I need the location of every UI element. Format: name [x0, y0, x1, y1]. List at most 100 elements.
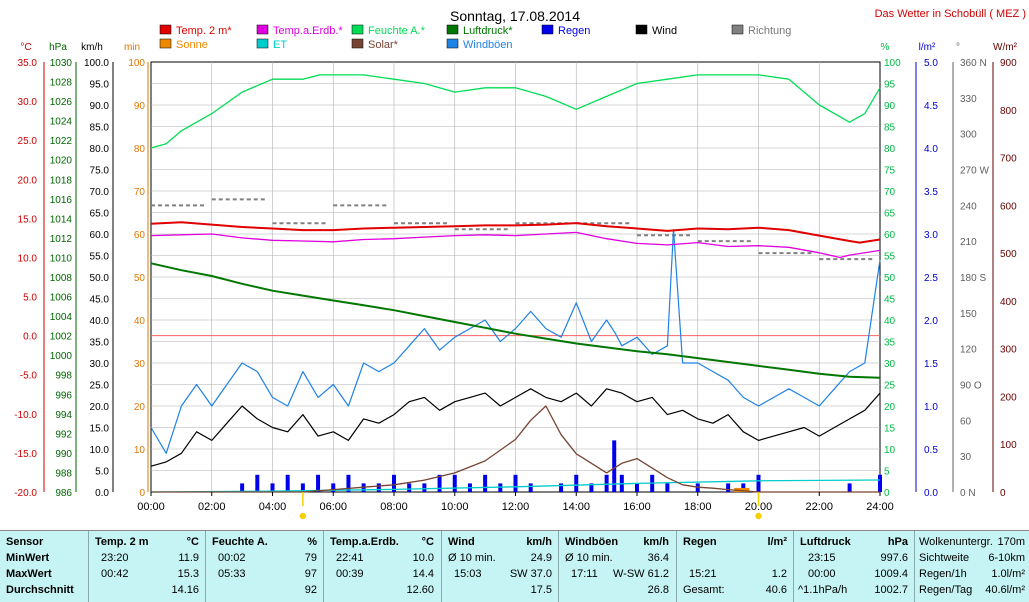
- axis-tick-label: 180 S: [960, 273, 986, 284]
- axis-tick-label: 5.0: [95, 467, 109, 478]
- x-axis-ticks: 00:00 02:00 04:00 06:00 08:00 10:00 12:00 14:00…: [137, 492, 894, 520]
- sensor-header: Sensor: [6, 536, 44, 548]
- legend-swatch: [541, 24, 554, 35]
- x-tick-label: 08:00: [380, 501, 408, 513]
- rain-bar: [300, 483, 305, 492]
- rain-bar: [665, 483, 670, 492]
- legend-swatch: [635, 24, 648, 35]
- axis-tick-label: 986: [55, 488, 72, 499]
- axis-tick-label: 5.0: [23, 293, 37, 304]
- stats-sensor-column: Sensor MinWert MaxWert Durchschnitt: [0, 531, 88, 602]
- axis-tick-label: 994: [55, 410, 72, 421]
- axis-unit-label: °C: [20, 42, 31, 53]
- axis-tick-label: 200: [1000, 392, 1017, 403]
- axis-tick-label: 95.0: [90, 80, 110, 91]
- axis-tick-label: 996: [55, 390, 72, 401]
- axis-tick-label: 55: [884, 252, 896, 263]
- axis-tick-label: 500: [1000, 249, 1017, 260]
- rain-bar: [756, 474, 761, 492]
- humidity-avg: 92: [304, 584, 317, 596]
- tempground-unit: °C: [421, 536, 434, 548]
- pressure-unit: hPa: [887, 536, 908, 548]
- axis-tick-label: 50.0: [90, 273, 110, 284]
- pressure-title: Luftdruck: [800, 536, 851, 548]
- axis-tick-label: 0: [1000, 488, 1006, 499]
- x-tick-label: 20:00: [745, 501, 773, 513]
- axis-tick-label: 1006: [50, 293, 73, 304]
- axis-tick-label: 90.0: [90, 101, 110, 112]
- legend-label: Solar*: [368, 39, 399, 51]
- temp2m-avg: 14.16: [171, 584, 199, 596]
- axis-tick-label: 1024: [50, 117, 73, 128]
- axis-tick-label: 30.0: [90, 359, 110, 370]
- axis-tick-label: -10.0: [14, 410, 37, 421]
- axis-tick-label: 60: [134, 230, 146, 241]
- axis-tick-label: 30: [884, 359, 896, 370]
- axis-unit-label: W/m²: [993, 42, 1018, 53]
- axis-tick-label: 75.0: [90, 166, 110, 177]
- axis-tick-label: 20: [134, 402, 146, 413]
- rain-bar: [346, 474, 351, 492]
- x-tick-label: 22:00: [805, 501, 833, 513]
- axis-tick-label: 1020: [50, 156, 73, 167]
- wind-max-time: 15:03: [454, 568, 482, 580]
- axis-tick-label: 800: [1000, 106, 1017, 117]
- axis-tick-label: 5: [884, 467, 890, 478]
- axis-tick-label: 90: [884, 101, 896, 112]
- legend-label: Temp.a.Erdb.*: [273, 25, 343, 37]
- axis-tick-label: 1018: [50, 175, 73, 186]
- pressure-avg-label: ^1.1hPa/h: [798, 584, 848, 596]
- axis-tick-label: 95: [884, 80, 896, 91]
- axis-tick-label: 1030: [50, 58, 73, 69]
- axis-tick-label: 15: [884, 424, 896, 435]
- legend-label: Windböen: [463, 39, 513, 51]
- axis-tick-label: 85: [884, 123, 896, 134]
- x-tick-label: 02:00: [198, 501, 226, 513]
- axis-tick-label: 80: [134, 144, 146, 155]
- temp2m-min: 11.9: [178, 552, 199, 564]
- sunrise-marker: [299, 512, 307, 520]
- rain-total: 40.6: [765, 584, 787, 596]
- axis-tick-label: 40.0: [90, 316, 110, 327]
- axis-tick-label: 1022: [50, 136, 73, 147]
- x-tick-label: 04:00: [259, 501, 287, 513]
- axis-tick-label: 0.0: [95, 488, 109, 499]
- axis-tick-label: 85.0: [90, 123, 110, 134]
- x-tick-label: 06:00: [319, 501, 347, 513]
- gusts-unit: km/h: [643, 536, 669, 548]
- gusts-min: 36.4: [647, 552, 669, 564]
- axis-unit-label: min: [124, 42, 140, 53]
- stats-gusts-column: Windböen km/h Ø 10 min. 36.4 17:11 W-SW 61.…: [559, 531, 675, 602]
- gusts-title: Windböen: [565, 536, 619, 548]
- axis-tick-label: 75: [884, 166, 896, 177]
- axis-tick-label: 988: [55, 468, 72, 479]
- axis-tick-label: 15.0: [18, 214, 38, 225]
- axis-tick-label: 1014: [50, 214, 73, 225]
- axis-tick-label: 100.0: [84, 58, 109, 69]
- rain-title: Regen: [683, 536, 717, 548]
- axis-tick-label: 100: [884, 58, 901, 69]
- row-label-min: MinWert: [6, 552, 50, 564]
- axis-tick-label: 3.5: [924, 187, 938, 198]
- pressure-min: 997.6: [880, 552, 908, 564]
- axis-tick-label: 30: [134, 359, 146, 370]
- legend-label: Richtung: [748, 25, 791, 37]
- legend-swatch: [351, 38, 364, 49]
- pressure-max: 1009.4: [874, 568, 908, 580]
- axis-tick-label: 10.0: [90, 445, 110, 456]
- axis-tick-label: 1028: [50, 78, 73, 89]
- wind-max: SW 37.0: [509, 568, 552, 580]
- axis-tick-label: 65: [884, 209, 896, 220]
- axis-tick-label: 1004: [50, 312, 73, 323]
- grid: [151, 62, 880, 492]
- axis-tick-label: 360 N: [960, 58, 987, 69]
- legend-swatch: [159, 38, 172, 49]
- axis-tick-label: 20.0: [18, 175, 38, 186]
- rain-max-time: 15:21: [689, 568, 717, 580]
- legend-label: Wind: [652, 25, 677, 37]
- rain-bar: [407, 483, 412, 492]
- sun-duration-bar: [734, 488, 750, 492]
- gusts-avg: 26.8: [647, 584, 669, 596]
- x-tick-label: 16:00: [623, 501, 651, 513]
- row-label-max: MaxWert: [6, 568, 52, 580]
